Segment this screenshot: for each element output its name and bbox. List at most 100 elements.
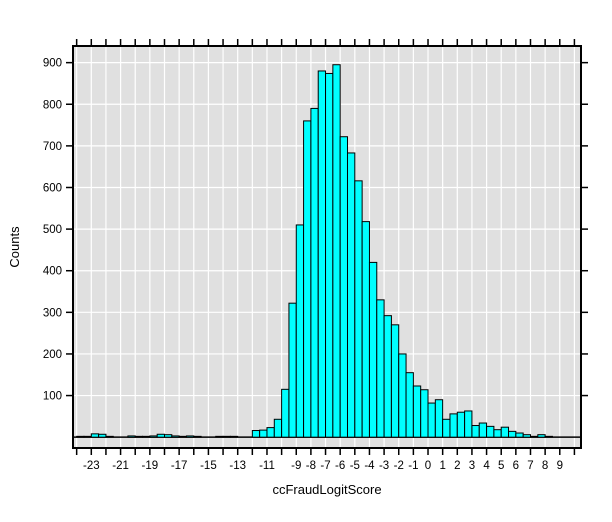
histogram-bar <box>390 324 400 438</box>
x-tick-label: -6 <box>335 460 345 472</box>
histogram-bar <box>127 435 136 438</box>
y-axis-ticks: 100 200 300 400 500 600 700 800 900 <box>43 58 588 403</box>
histogram-bar <box>325 72 334 438</box>
histogram-bar <box>383 315 392 438</box>
y-tick-label: 100 <box>43 391 62 403</box>
x-tick-label: -1 <box>408 460 418 472</box>
histogram-bar <box>215 435 224 438</box>
x-tick-label: -5 <box>350 460 360 472</box>
x-tick-label: 1 <box>439 460 445 472</box>
x-axis-ticks: -23 -21 -19 -17 -15 -13 -11 -9 -8 -7 -6 -5 -4 -3 -2 -1 0… <box>75 39 576 472</box>
histogram-bar <box>537 434 546 438</box>
x-tick-label: -21 <box>112 460 129 472</box>
x-tick-label: -7 <box>320 460 330 472</box>
histogram-bar <box>464 410 473 438</box>
x-axis-title: ccFraudLogitScore <box>272 482 381 497</box>
y-tick-label: 400 <box>43 266 62 278</box>
histogram-bar <box>529 435 539 438</box>
x-tick-label: 9 <box>557 460 563 472</box>
histogram-bar <box>346 152 356 438</box>
histogram-bar <box>134 435 144 438</box>
histogram-bar <box>508 430 517 438</box>
histogram-bar <box>193 435 202 438</box>
x-tick-label: 4 <box>483 460 490 472</box>
y-tick-label: 200 <box>43 349 62 361</box>
histogram-bar <box>361 221 370 438</box>
x-tick-label: -23 <box>83 460 100 472</box>
histogram-bar <box>456 411 466 438</box>
histogram-bar <box>259 429 268 438</box>
y-tick-label: 800 <box>43 99 62 111</box>
x-tick-label: -15 <box>200 460 217 472</box>
histogram-bar <box>522 434 531 438</box>
histogram-bar <box>185 435 195 438</box>
x-tick-label: 5 <box>498 460 504 472</box>
histogram-bar <box>368 261 378 438</box>
histogram-bar <box>442 418 451 438</box>
histogram-bar <box>449 413 458 438</box>
histogram-bar <box>98 433 107 438</box>
x-tick-label: 8 <box>542 460 548 472</box>
histogram-bar <box>303 120 312 438</box>
y-tick-label: 700 <box>43 141 62 153</box>
x-tick-label: -9 <box>291 460 301 472</box>
histogram-bar <box>412 385 422 438</box>
histogram-bar <box>83 435 92 438</box>
histogram-bar <box>288 302 297 438</box>
x-tick-label: 0 <box>425 460 431 472</box>
x-tick-label: -8 <box>306 460 316 472</box>
y-tick-label: 600 <box>43 182 62 194</box>
histogram-bar <box>222 435 231 438</box>
histogram-bar <box>163 434 173 438</box>
histogram-bar <box>310 107 319 438</box>
histogram-bar <box>90 433 100 438</box>
x-tick-label: -3 <box>379 460 389 472</box>
histogram-bar <box>398 353 407 438</box>
histogram-bar <box>317 70 327 438</box>
histogram-bar <box>142 435 151 438</box>
histogram-bar <box>156 433 165 438</box>
x-tick-label: -11 <box>259 460 275 472</box>
histogram-bar <box>405 372 414 438</box>
histogram-bar <box>493 429 502 438</box>
x-tick-label: -13 <box>229 460 246 472</box>
x-tick-label: 7 <box>527 460 533 472</box>
x-tick-label: 2 <box>454 460 460 472</box>
x-tick-label: -4 <box>364 460 375 472</box>
histogram-bar <box>149 435 158 438</box>
histogram-bar <box>427 402 436 438</box>
histogram-bar <box>76 435 85 438</box>
histogram-bar <box>266 427 275 438</box>
histogram-bar <box>500 426 510 438</box>
y-tick-label: 500 <box>43 224 62 236</box>
histogram-bar <box>434 399 444 438</box>
x-tick-label: -19 <box>142 460 159 472</box>
histogram-bar <box>171 435 180 438</box>
x-tick-label: -17 <box>171 460 188 472</box>
histogram-bar <box>544 435 553 438</box>
histogram-bars <box>76 64 553 438</box>
y-axis-title: Counts <box>7 226 22 268</box>
y-tick-label: 900 <box>43 58 62 70</box>
x-tick-label: 3 <box>469 460 475 472</box>
y-tick-label: 300 <box>43 307 62 319</box>
histogram-bar <box>281 388 290 438</box>
histogram-bar <box>420 389 429 438</box>
histogram-bar <box>332 64 341 438</box>
histogram-bar <box>273 418 283 438</box>
histogram-bar <box>486 425 495 438</box>
x-tick-label: 6 <box>513 460 519 472</box>
x-tick-label: -2 <box>394 460 404 472</box>
histogram-bar <box>295 224 305 438</box>
plot-border <box>72 45 582 449</box>
histogram-bar <box>354 180 363 438</box>
histogram-bar <box>339 136 348 438</box>
histogram-bar <box>105 435 114 438</box>
histogram-bar <box>471 425 480 438</box>
histogram-bar <box>178 435 187 438</box>
histogram-bar <box>478 422 488 438</box>
histogram-bar <box>515 432 524 438</box>
histogram-bar <box>251 430 261 438</box>
